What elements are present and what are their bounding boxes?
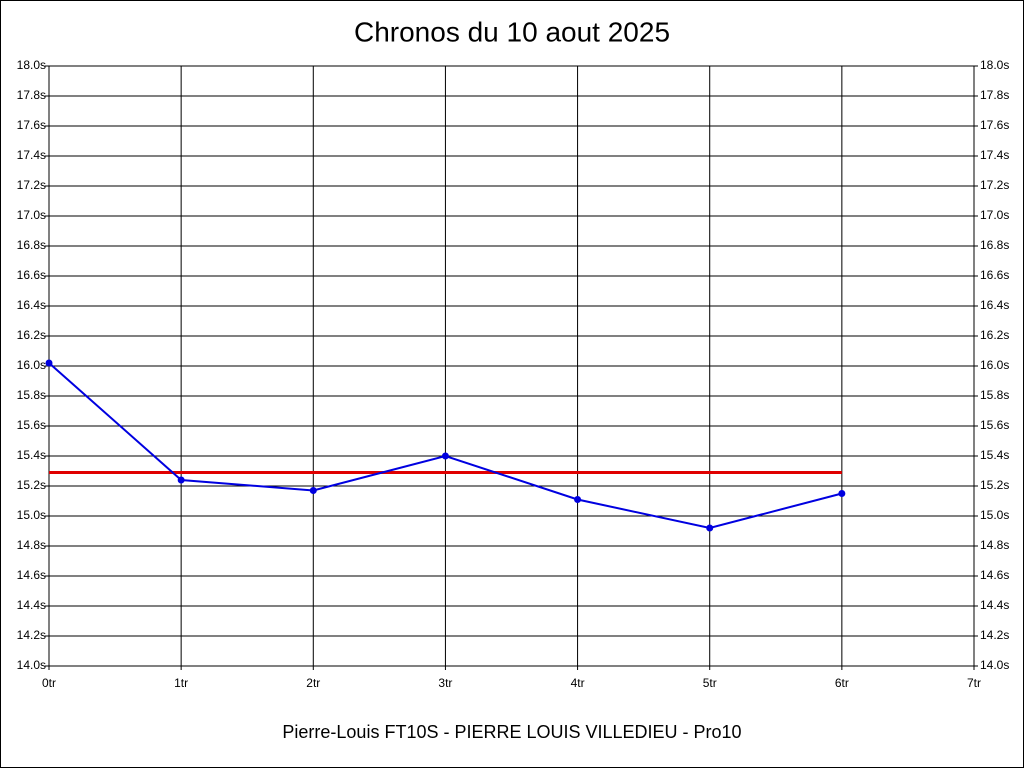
y2-tick-label: 16.8s (980, 238, 1009, 252)
y2-tick-label: 17.4s (980, 148, 1009, 162)
y2-tick-label: 17.8s (980, 88, 1009, 102)
y2-tick-label: 15.8s (980, 388, 1009, 402)
y2-tick-label: 14.6s (980, 568, 1009, 582)
point (706, 524, 714, 532)
y-tick-label: 15.0s (17, 508, 46, 522)
y2-tick-label: 15.4s (980, 448, 1009, 462)
y-tick-label: 17.8s (17, 88, 46, 102)
x-tick-label: 6tr (835, 676, 849, 690)
y-tick-label: 16.0s (17, 358, 46, 372)
y2-tick-label: 16.2s (980, 328, 1009, 342)
y-tick-label: 16.8s (17, 238, 46, 252)
y-tick-label: 18.0s (17, 58, 46, 72)
y-tick-label: 14.6s (17, 568, 46, 582)
y-tick-label: 17.2s (17, 178, 46, 192)
point (838, 490, 846, 497)
chart-title: Chronos du 10 aout 2025 (354, 16, 670, 47)
x-tick-label: 7tr (967, 676, 981, 690)
point (441, 452, 449, 460)
x-tick-label: 2tr (306, 676, 320, 690)
y2-tick-label: 14.8s (980, 538, 1009, 552)
y2-tick-label: 14.2s (980, 628, 1009, 642)
y-tick-label: 15.2s (17, 478, 46, 492)
y2-tick-label: 14.4s (980, 598, 1009, 612)
y-tick-label: 16.2s (17, 328, 46, 342)
y-tick-label: 14.0s (17, 658, 46, 672)
y-tick-label: 14.8s (17, 538, 46, 552)
y2-tick-label: 16.6s (980, 268, 1009, 282)
point (45, 359, 53, 367)
x-axis-label: Pierre-Louis FT10S - PIERRE LOUIS VILLED… (282, 722, 741, 742)
y-tick-label: 14.4s (17, 598, 46, 612)
y2-tick-label: 17.6s (980, 118, 1009, 132)
x-tick-label: 4tr (571, 676, 585, 690)
y2-tick-label: 15.6s (980, 418, 1009, 432)
y2-tick-label: 15.0s (980, 508, 1009, 522)
y-tick-label: 15.8s (17, 388, 46, 402)
x-tick-label: 5tr (703, 676, 717, 690)
y-tick-label: 17.0s (17, 208, 46, 222)
y-tick-label: 17.4s (17, 148, 46, 162)
y-tick-label: 17.6s (17, 118, 46, 132)
y2-tick-label: 16.4s (980, 298, 1009, 312)
x-tick-label: 3tr (438, 676, 452, 690)
x-tick-label: 0tr (42, 676, 56, 690)
y2-tick-label: 14.0s (980, 658, 1009, 672)
y-tick-label: 15.4s (17, 448, 46, 462)
y-tick-label: 15.6s (17, 418, 46, 432)
y2-tick-label: 18.0s (980, 58, 1009, 72)
y2-tick-label: 17.2s (980, 178, 1009, 192)
point (177, 476, 185, 484)
x-tick-label: 1tr (174, 676, 188, 690)
y2-tick-label: 16.0s (980, 358, 1009, 372)
point (309, 487, 317, 494)
y-tick-label: 14.2s (17, 628, 46, 642)
y-tick-label: 16.4s (17, 298, 46, 312)
y-tick-label: 16.6s (17, 268, 46, 282)
y2-tick-label: 15.2s (980, 478, 1009, 492)
y2-tick-label: 17.0s (980, 208, 1009, 222)
point (574, 496, 582, 503)
